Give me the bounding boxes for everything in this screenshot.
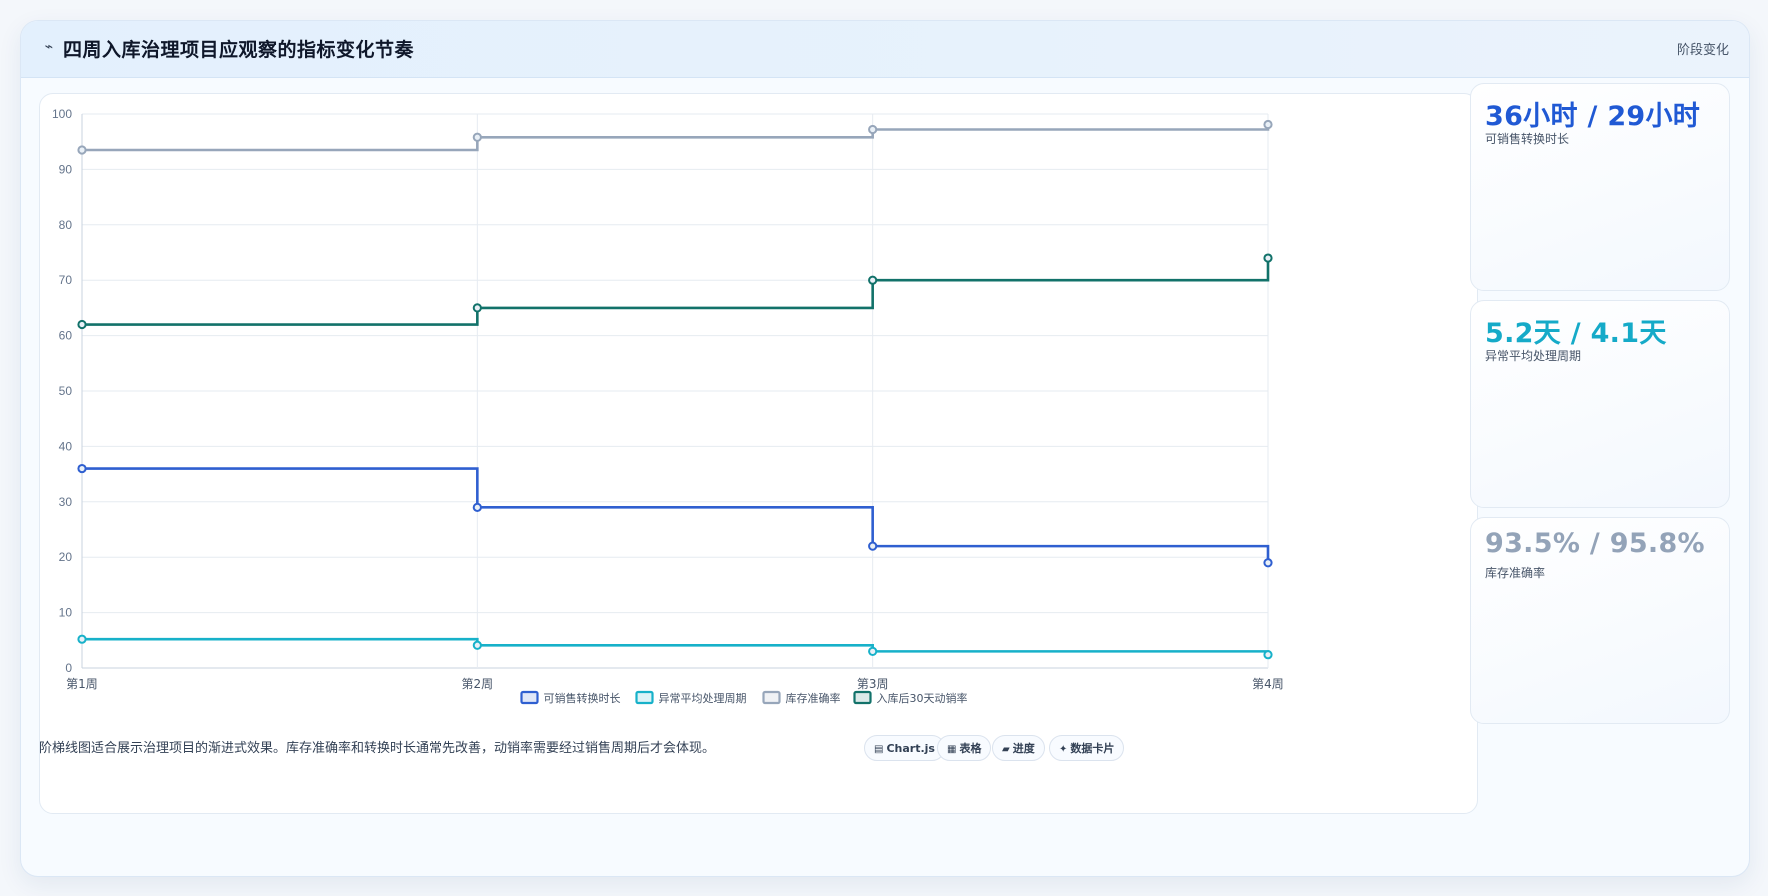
y-tick-label: 90 [59,162,73,176]
data-point [77,634,87,644]
stat-card-conversion: 36小时 / 29小时 可销售转换时长 [1470,83,1730,291]
data-point [1263,119,1273,130]
data-point [472,502,482,512]
data-point [77,463,87,474]
badge-table[interactable]: ▦ 表格 [937,735,992,761]
legend-label: 库存准确率 [786,691,841,705]
series-line-3 [82,124,1270,152]
badge-data-cards[interactable]: ✦ 数据卡片 [1049,735,1125,761]
y-tick-label: 10 [59,606,73,620]
data-point [472,132,482,142]
series-line-4 [82,258,1270,326]
panel-header: ⌁ 四周入库治理项目应观察的指标变化节奏 阶段变化 [21,21,1749,78]
data-point [1263,650,1273,660]
y-tick-label: 60 [59,329,73,343]
stat-label: 库存准确率 [1485,566,1546,580]
data-point [868,541,878,551]
series-line-2 [82,637,1270,655]
x-tick-label: 第3周 [857,677,889,691]
badge-label: Chart.js [886,742,935,755]
y-tick-label: 70 [59,273,73,287]
stat-card-exception-cycle: 5.2天 / 4.1天 异常平均处理周期 [1470,300,1730,508]
y-tick-label: 0 [65,661,72,675]
x-tick-label: 第2周 [462,677,494,691]
badge-chartjs[interactable]: ▤ Chart.js [864,735,945,761]
footer-note: 阶梯线图适合展示治理项目的渐进式效果。库存准确率和转换时长通常先改善，动销率需要… [39,741,716,756]
sparkle-icon: ✦ [1059,744,1068,755]
data-point [868,646,878,656]
badge-label: 表格 [959,742,982,755]
y-tick-label: 40 [59,439,73,453]
chart-icon: ▤ [874,744,884,755]
legend-swatch [762,690,781,705]
chart-card: 0 10 20 30 40 50 60 70 80 90 100 第1周 第2周 第3周 第4周 可销售转换… [39,93,1478,814]
y-tick-label: 50 [59,384,73,398]
stat-value: 93.5% / 95.8% [1485,528,1705,559]
chart-legend: 可销售转换时长 异常平均处理周期 库存准确率 入库后30天动销率 [520,690,968,705]
y-tick-label: 80 [59,218,73,232]
data-point [1263,253,1273,263]
trend-line-icon: ⌁ [44,39,54,55]
y-tick-label: 20 [59,550,73,564]
y-tick-label: 100 [52,107,72,121]
stat-label: 异常平均处理周期 [1485,349,1582,363]
data-point [472,640,482,650]
y-tick-label: 30 [59,495,73,509]
legend-label: 异常平均处理周期 [659,692,747,705]
legend-swatch [520,690,539,705]
badge-label: 数据卡片 [1070,742,1115,755]
data-point [77,145,87,155]
stat-value: 5.2天 / 4.1天 [1485,318,1667,349]
page-title: 四周入库治理项目应观察的指标变化节奏 [63,39,415,61]
stage-change-tag: 阶段变化 [1676,43,1729,58]
data-point [1263,558,1273,568]
legend-label: 入库后30天动销率 [877,691,968,705]
legend-label: 可销售转换时长 [544,691,621,705]
table-icon: ▦ [947,744,957,755]
data-point [77,319,87,330]
dashboard-panel: ⌁ 四周入库治理项目应观察的指标变化节奏 阶段变化 0 10 20 30 40 50 60 7… [20,20,1750,877]
series-line-1 [82,467,1270,563]
stat-card-accuracy: 93.5% / 95.8% 库存准确率 [1470,517,1730,724]
x-tick-label: 第1周 [66,677,98,691]
progress-icon: ▰ [1002,744,1010,755]
data-point [868,124,878,135]
stat-value: 36小时 / 29小时 [1485,101,1701,132]
step-line-chart: 0 10 20 30 40 50 60 70 80 90 100 第1周 第2周 第3周 第4周 [52,107,1284,691]
legend-swatch [853,690,872,705]
badge-label: 进度 [1012,742,1035,755]
x-tick-label: 第4周 [1252,677,1284,691]
data-point [472,303,482,313]
badge-progress[interactable]: ▰ 进度 [992,735,1045,761]
stat-label: 可销售转换时长 [1485,132,1570,146]
data-point [868,275,878,285]
legend-swatch [635,690,654,705]
